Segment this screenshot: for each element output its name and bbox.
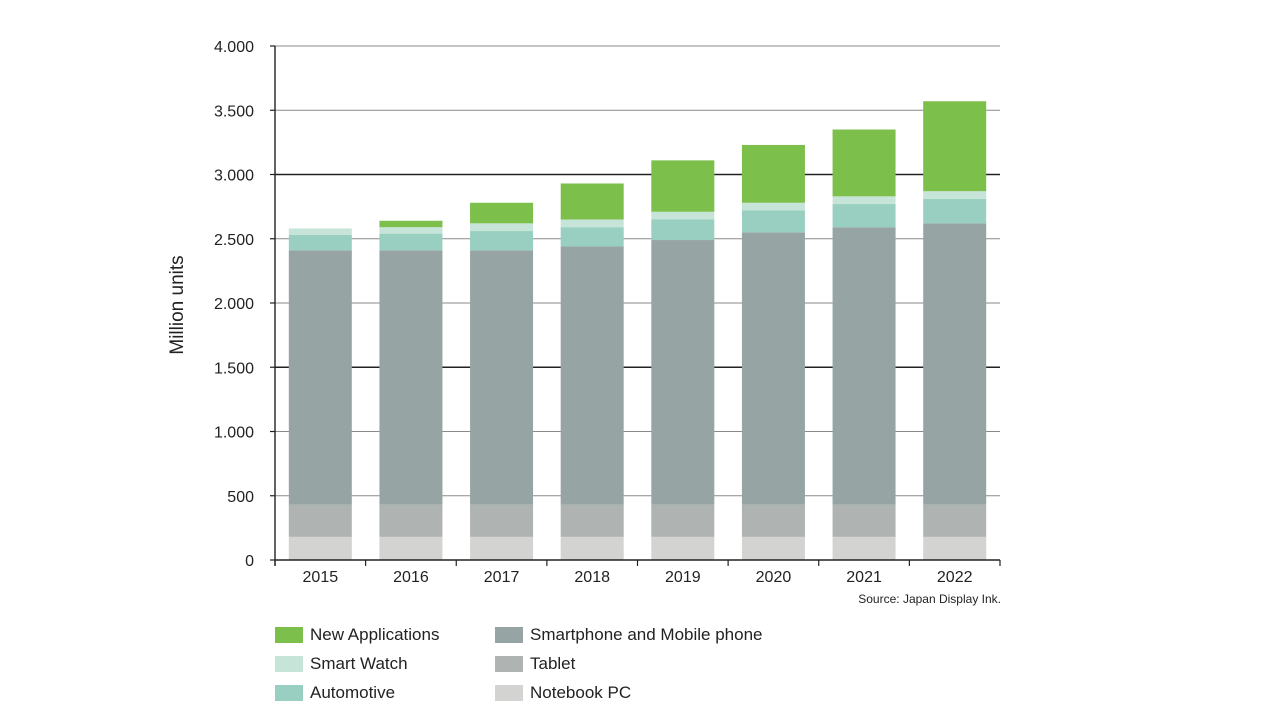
bar-segment (832, 196, 896, 205)
bar-segment (651, 240, 715, 505)
bar-segment (741, 232, 805, 505)
legend-label: Notebook PC (530, 682, 632, 702)
bar-segment (923, 101, 987, 192)
legend-swatch-new-applications (275, 626, 303, 643)
x-tick-label: 2018 (574, 569, 610, 586)
bar-segment (470, 250, 534, 505)
legend: New Applications Smartphone and Mobile p… (275, 620, 795, 707)
legend-label: Tablet (530, 653, 576, 673)
bar-segment (470, 504, 534, 537)
x-tick-label: 2016 (393, 569, 429, 586)
y-tick-label: 1.000 (214, 425, 254, 442)
y-tick-label: 2.500 (214, 232, 254, 249)
bar-segment (832, 129, 896, 197)
bar-segment (651, 211, 715, 220)
bar-segment (379, 250, 443, 505)
bar-segment (832, 227, 896, 505)
bar-segment (923, 223, 987, 505)
bar-segment (651, 160, 715, 212)
y-tick-label: 500 (227, 489, 254, 506)
legend-item-notebook-pc: Notebook PC (495, 678, 795, 707)
legend-item-tablet: Tablet (495, 649, 795, 678)
bar-segment (288, 250, 352, 505)
legend-swatch-automotive (275, 684, 303, 701)
bar-segment (741, 504, 805, 537)
bar-segment (288, 504, 352, 537)
legend-item-smart-watch: Smart Watch (275, 649, 495, 678)
bar-segment (651, 219, 715, 241)
legend-swatch-notebook-pc (495, 684, 523, 701)
bar-segment (832, 504, 896, 537)
y-tick-label: 3.500 (214, 103, 254, 120)
bar-segment (379, 233, 443, 251)
y-tick-label: 2.000 (214, 296, 254, 313)
y-tick-label: 0 (245, 553, 254, 570)
bar-segment (741, 210, 805, 233)
legend-label: New Applications (310, 624, 440, 644)
x-tick-label: 2019 (665, 569, 701, 586)
source-note: Source: Japan Display Ink. (858, 592, 1001, 606)
bar-segment (288, 536, 352, 560)
y-tick-label: 3.000 (214, 168, 254, 185)
bar-segment (741, 202, 805, 211)
bar-segment (923, 198, 987, 224)
y-tick-label: 4.000 (214, 39, 254, 56)
x-tick-label: 2022 (937, 569, 973, 586)
bar-segment (560, 536, 624, 560)
bar-segment (379, 227, 443, 234)
x-tick-label: 2021 (846, 569, 882, 586)
legend-swatch-smart-watch (275, 655, 303, 672)
legend-item-smartphone: Smartphone and Mobile phone (495, 620, 795, 649)
bar-segment (832, 204, 896, 228)
bar-segment (288, 234, 352, 251)
bar-segment (923, 191, 987, 199)
x-tick-label: 2017 (484, 569, 520, 586)
legend-swatch-smartphone (495, 626, 523, 643)
legend-label: Automotive (310, 682, 396, 702)
bar-segment (651, 536, 715, 560)
bar-segment (470, 223, 534, 232)
bar-segment (560, 504, 624, 537)
bar-segment (741, 536, 805, 560)
x-tick-label: 2015 (303, 569, 339, 586)
bar-segment (741, 144, 805, 203)
bar-segment (470, 231, 534, 251)
y-tick-label: 1.500 (214, 360, 254, 377)
bar-segment (560, 219, 624, 228)
bar-segment (288, 228, 352, 235)
bar-segment (923, 536, 987, 560)
x-tick-label: 2020 (756, 569, 792, 586)
bar-segment (470, 536, 534, 560)
legend-item-new-applications: New Applications (275, 620, 495, 649)
axes (270, 45, 1001, 566)
bar-segment (379, 504, 443, 537)
tick-labels: 0 500 1.000 1.500 2.000 2.500 3.000 3.500 4.000 2… (214, 39, 973, 586)
legend-item-automotive: Automotive (275, 678, 495, 707)
bar-segment (832, 536, 896, 560)
bar-segment (470, 202, 534, 224)
legend-label: Smart Watch (310, 653, 408, 673)
y-axis-title: Million units (167, 255, 188, 354)
bar-segment (560, 183, 624, 220)
bar-segment (651, 504, 715, 537)
bar-segment (560, 227, 624, 247)
bar-segment (379, 536, 443, 560)
bar-segment (923, 504, 987, 537)
bars (288, 101, 987, 560)
legend-swatch-tablet (495, 655, 523, 672)
bar-segment (560, 246, 624, 505)
bar-segment (379, 220, 443, 228)
legend-label: Smartphone and Mobile phone (530, 624, 763, 644)
